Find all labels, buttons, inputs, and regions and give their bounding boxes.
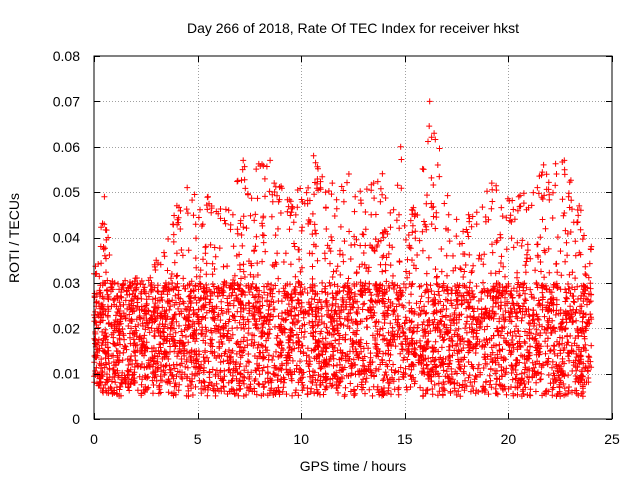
y-tick-label: 0.02 [53,320,80,336]
y-tick-labels: 0 0.01 0.02 0.03 0.04 0.05 0.06 0.07 0.08 [53,48,80,427]
y-tick-label: 0.07 [53,93,80,109]
roti-plus-markers [91,98,595,400]
x-tick-label: 20 [501,431,517,447]
axis-ticks [94,56,613,420]
y-tick-label: 0.06 [53,139,80,155]
y-tick-label: 0.05 [53,184,80,200]
x-axis-label: GPS time / hours [300,458,407,474]
y-tick-label: 0.04 [53,230,80,246]
plot-frame [93,55,613,420]
data-series-roti [91,98,595,400]
y-tick-label: 0.01 [53,366,80,382]
x-tick-label: 10 [293,431,309,447]
x-tick-label: 0 [90,431,98,447]
y-axis-label: ROTI / TECUs [6,193,22,283]
grid-lines [94,56,612,419]
chart-title: Day 266 of 2018, Rate Of TEC Index for r… [187,20,519,36]
y-tick-label: 0.03 [53,275,80,291]
y-tick-label: 0.08 [53,48,80,64]
x-tick-label: 15 [397,431,413,447]
x-tick-label: 25 [604,431,620,447]
x-tick-labels: 0 5 10 15 20 25 [90,431,620,447]
y-tick-label: 0 [72,411,80,427]
x-tick-label: 5 [194,431,202,447]
